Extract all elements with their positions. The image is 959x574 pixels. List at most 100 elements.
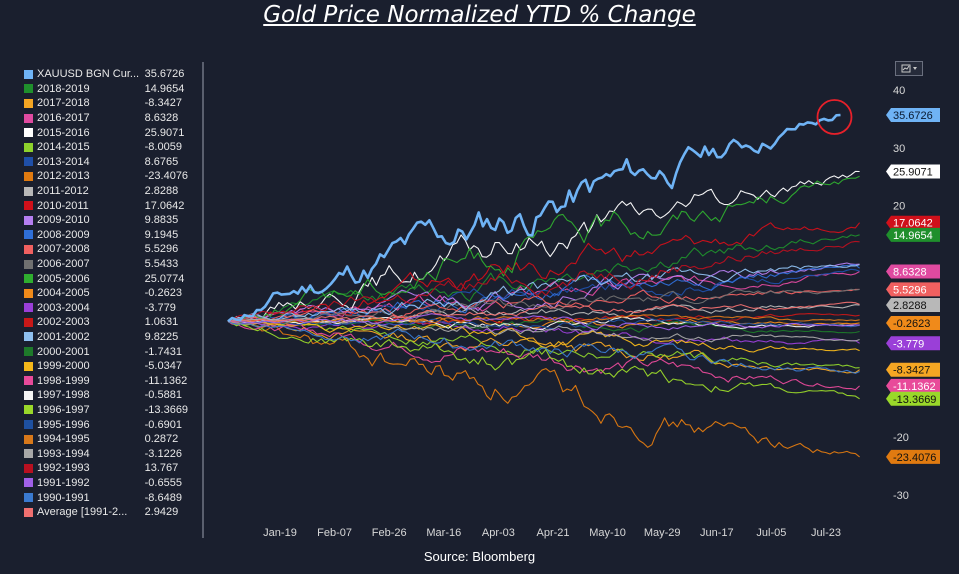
legend-entry[interactable]: 1997-1998 -0.5881 bbox=[24, 388, 194, 403]
legend-series-value: -0.6555 bbox=[144, 476, 182, 489]
legend-entry[interactable]: 1996-1997 -13.3669 bbox=[24, 403, 194, 418]
value-label: 2.8288 bbox=[886, 298, 940, 313]
legend-series-name: 2013-2014 bbox=[37, 155, 90, 168]
legend-entry[interactable]: 1992-1993 13.767 bbox=[24, 461, 194, 476]
legend-swatch bbox=[24, 449, 33, 459]
legend-entry[interactable]: 2012-2013 -23.4076 bbox=[24, 169, 194, 184]
y-tick-label: 40 bbox=[893, 85, 905, 97]
value-label-text: -0.2623 bbox=[893, 318, 930, 330]
legend-swatch bbox=[24, 361, 33, 371]
legend-entry[interactable]: 2007-2008 5.5296 bbox=[24, 242, 194, 257]
x-tick-label: Feb-07 bbox=[317, 527, 352, 539]
value-label-text: -11.1362 bbox=[893, 381, 936, 393]
legend-series-value: 9.1945 bbox=[144, 228, 179, 241]
legend-entry[interactable]: 2003-2004 -3.779 bbox=[24, 301, 194, 316]
legend-entry[interactable]: 2017-2018 -8.3427 bbox=[24, 96, 194, 111]
legend-entry[interactable]: 1991-1992 -0.6555 bbox=[24, 476, 194, 491]
legend-entry[interactable]: 2002-2003 1.0631 bbox=[24, 315, 194, 330]
legend-series-name: 1997-1998 bbox=[37, 389, 90, 402]
legend-entry[interactable]: 2000-2001 -1.7431 bbox=[24, 344, 194, 359]
series-line bbox=[227, 320, 860, 391]
legend-series-value: 25.0774 bbox=[144, 272, 185, 285]
legend-entry[interactable]: 1990-1991 -8.6489 bbox=[24, 490, 194, 505]
value-label-bg bbox=[886, 108, 940, 123]
value-label: -8.3427 bbox=[886, 362, 940, 377]
legend-entry[interactable]: 1999-2000 -5.0347 bbox=[24, 359, 194, 374]
legend-swatch bbox=[24, 493, 33, 503]
legend-swatch bbox=[24, 69, 33, 79]
series-line bbox=[227, 313, 860, 331]
legend-entry[interactable]: 2016-2017 8.6328 bbox=[24, 111, 194, 126]
legend-entry[interactable]: 2001-2002 9.8225 bbox=[24, 330, 194, 345]
legend-swatch bbox=[24, 274, 33, 284]
value-label: 8.6328 bbox=[886, 264, 940, 279]
series-line bbox=[227, 320, 860, 400]
value-label-bg bbox=[886, 298, 940, 313]
legend-swatch bbox=[24, 317, 33, 327]
legend-entry[interactable]: 2010-2011 17.0642 bbox=[24, 198, 194, 213]
legend-series-name: 2009-2010 bbox=[37, 214, 90, 227]
legend-entry[interactable]: 1995-1996 -0.6901 bbox=[24, 417, 194, 432]
highlight-circle bbox=[816, 99, 853, 135]
legend-series-value: -1.7431 bbox=[144, 345, 182, 358]
legend-swatch bbox=[24, 478, 33, 488]
legend-entry[interactable]: 2015-2016 25.9071 bbox=[24, 125, 194, 140]
legend-entry[interactable]: Average [1991-2... 2.9429 bbox=[24, 505, 194, 520]
legend-entry[interactable]: 2006-2007 5.5433 bbox=[24, 257, 194, 272]
legend-entry[interactable]: XAUUSD BGN Cur... 35.6726 bbox=[24, 67, 194, 82]
legend-entry[interactable]: 2005-2006 25.0774 bbox=[24, 271, 194, 286]
value-label-bg bbox=[886, 215, 940, 230]
legend-entry[interactable]: 2008-2009 9.1945 bbox=[24, 228, 194, 243]
legend-entry[interactable]: 2013-2014 8.6765 bbox=[24, 155, 194, 170]
legend-series-name: 1996-1997 bbox=[37, 403, 90, 416]
legend-entry[interactable]: 2011-2012 2.8288 bbox=[24, 184, 194, 199]
value-label-bg bbox=[886, 315, 940, 330]
legend-series-value: -0.6901 bbox=[144, 418, 182, 431]
legend-entry[interactable]: 2004-2005 -0.2623 bbox=[24, 286, 194, 301]
legend-swatch bbox=[24, 376, 33, 386]
legend-series-value: 2.8288 bbox=[144, 185, 179, 198]
legend-series-name: 1995-1996 bbox=[37, 418, 90, 431]
legend-series-value: -8.3427 bbox=[144, 97, 182, 110]
value-label-bg bbox=[886, 164, 940, 179]
chart-menu-button[interactable] bbox=[895, 61, 923, 76]
legend-swatch bbox=[24, 303, 33, 313]
legend-swatch bbox=[24, 128, 33, 138]
value-label-bg bbox=[886, 378, 940, 393]
legend-entry[interactable]: 2018-2019 14.9654 bbox=[24, 82, 194, 97]
legend-swatch bbox=[24, 201, 33, 211]
legend-series-value: 9.8225 bbox=[144, 330, 179, 343]
x-tick-label: Jan-19 bbox=[263, 527, 297, 539]
legend-series-name: 2002-2003 bbox=[37, 316, 90, 329]
value-label-bg bbox=[886, 282, 940, 297]
value-label: -0.2623 bbox=[886, 315, 940, 330]
series-line bbox=[227, 320, 860, 374]
value-label-bg bbox=[886, 227, 940, 242]
value-label-text: -8.3427 bbox=[893, 365, 930, 377]
legend-series-name: 2003-2004 bbox=[37, 301, 90, 314]
chart-menu-icon bbox=[901, 64, 917, 73]
legend-series-value: 1.0631 bbox=[144, 316, 179, 329]
value-label-text: 2.8288 bbox=[893, 300, 927, 312]
value-label: 5.5296 bbox=[886, 282, 940, 297]
legend-series-name: 2007-2008 bbox=[37, 243, 90, 256]
legend-series-value: -0.2623 bbox=[144, 287, 182, 300]
legend-swatch bbox=[24, 215, 33, 225]
legend-entry[interactable]: 2014-2015 -8.0059 bbox=[24, 140, 194, 155]
legend-entry[interactable]: 2009-2010 9.8835 bbox=[24, 213, 194, 228]
legend-swatch bbox=[24, 171, 33, 181]
series-line bbox=[227, 170, 860, 322]
legend-entry[interactable]: 1993-1994 -3.1226 bbox=[24, 446, 194, 461]
value-label-text: 35.6726 bbox=[893, 110, 933, 122]
legend-swatch bbox=[24, 507, 33, 517]
legend-series-name: 2008-2009 bbox=[37, 228, 90, 241]
legend-series-value: 9.8835 bbox=[144, 214, 179, 227]
legend-divider[interactable] bbox=[202, 62, 204, 538]
legend-entry[interactable]: 1994-1995 0.2872 bbox=[24, 432, 194, 447]
legend-swatch bbox=[24, 230, 33, 240]
legend-swatch bbox=[24, 332, 33, 342]
x-tick-label: Jul-05 bbox=[756, 527, 786, 539]
legend-entry[interactable]: 1998-1999 -11.1362 bbox=[24, 373, 194, 388]
x-tick-label: May-29 bbox=[644, 527, 681, 539]
